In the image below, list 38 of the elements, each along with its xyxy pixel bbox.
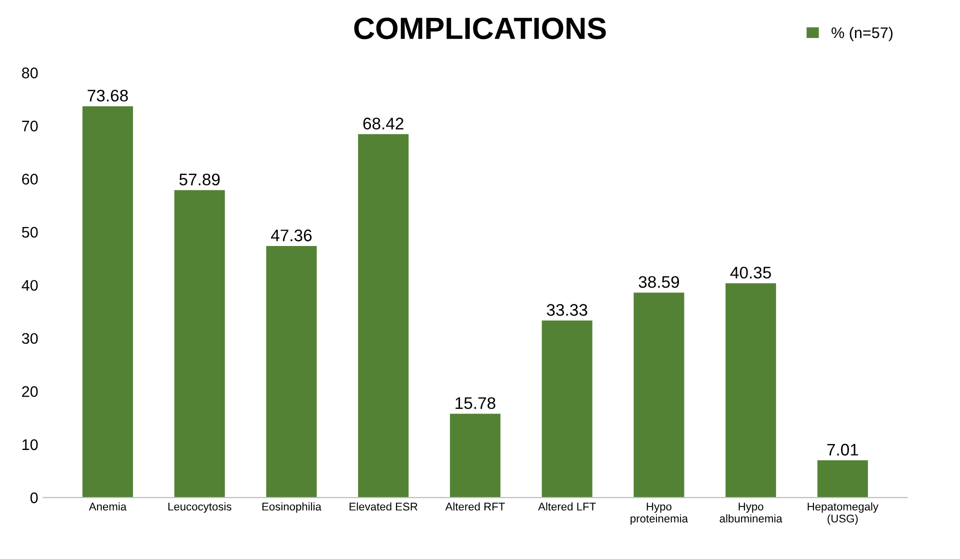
data-label: 38.59 — [638, 276, 679, 288]
y-tick-label: 80 — [22, 68, 38, 78]
x-tick-label: Eosinophilia — [262, 502, 322, 513]
x-tick-label: Leucocytosis — [168, 502, 232, 513]
data-label: 68.42 — [363, 118, 404, 130]
x-tick-label: Elevated ESR — [350, 502, 418, 511]
y-tick-label: 70 — [22, 120, 38, 132]
chart-title: COMPLICATIONS — [354, 18, 606, 40]
x-tick-label: Hepatomegaly (USG) — [808, 502, 878, 525]
data-label: 15.78 — [456, 397, 496, 410]
y-tick-label: 50 — [22, 226, 38, 238]
bar — [450, 414, 500, 498]
data-label: 47.36 — [271, 230, 312, 242]
x-tick-label: Anemia — [88, 502, 127, 511]
x-tick-label: Altered RFT — [445, 502, 505, 511]
data-label: 33.33 — [546, 304, 588, 316]
y-tick-label: 40 — [22, 280, 38, 291]
bar — [634, 292, 684, 498]
data-label: 40.35 — [730, 266, 771, 279]
x-tick-label: Hypo albuminemia — [720, 502, 782, 522]
legend-label: % (n=57) — [832, 26, 893, 42]
y-tick-label: 30 — [22, 333, 38, 344]
bar — [174, 190, 225, 498]
y-tick-label: 0 — [30, 492, 38, 504]
data-label: 57.89 — [179, 174, 220, 186]
y-tick-label: 60 — [22, 174, 38, 185]
bar — [726, 283, 776, 498]
bar — [82, 106, 133, 498]
data-label: 73.68 — [88, 90, 128, 102]
bar — [358, 134, 409, 498]
bar — [266, 246, 317, 498]
bar — [817, 460, 868, 498]
x-tick-label: Altered LFT — [538, 502, 596, 511]
y-tick-label: 10 — [22, 439, 38, 450]
y-tick-label: 20 — [22, 386, 38, 397]
x-tick-label: Hypo proteinemia — [630, 502, 688, 525]
data-label: 7.01 — [827, 444, 858, 456]
bar — [542, 320, 592, 498]
